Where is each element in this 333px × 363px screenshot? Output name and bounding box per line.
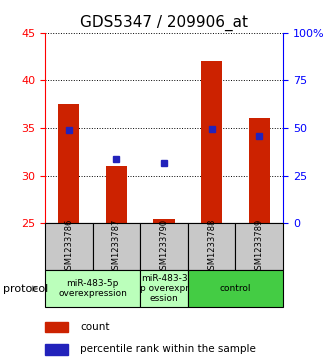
Title: GDS5347 / 209906_at: GDS5347 / 209906_at (80, 15, 248, 31)
Bar (45, 344, 69, 355)
Bar (140, 223, 188, 270)
Text: protocol: protocol (3, 284, 49, 294)
Text: control: control (220, 284, 251, 293)
Text: GSM1233788: GSM1233788 (207, 219, 216, 275)
Bar (140, 270, 188, 307)
Bar (45, 322, 69, 332)
Bar (93, 223, 140, 270)
Bar (58, 104, 80, 223)
Text: miR-483-5p
overexpression: miR-483-5p overexpression (58, 279, 127, 298)
Bar (201, 61, 222, 223)
Bar (188, 270, 283, 307)
Bar (153, 219, 175, 223)
Bar (106, 166, 127, 223)
Text: GSM1233786: GSM1233786 (64, 219, 73, 275)
Text: miR-483-3
p overexpr
ession: miR-483-3 p overexpr ession (140, 274, 188, 303)
Bar (188, 223, 235, 270)
Text: GSM1233790: GSM1233790 (160, 219, 168, 275)
Bar (45, 223, 93, 270)
Text: percentile rank within the sample: percentile rank within the sample (80, 344, 256, 354)
Bar (248, 118, 270, 223)
Bar (45, 270, 140, 307)
Text: count: count (80, 322, 110, 332)
Text: GSM1233789: GSM1233789 (255, 219, 264, 275)
Text: GSM1233787: GSM1233787 (112, 219, 121, 275)
Bar (235, 223, 283, 270)
